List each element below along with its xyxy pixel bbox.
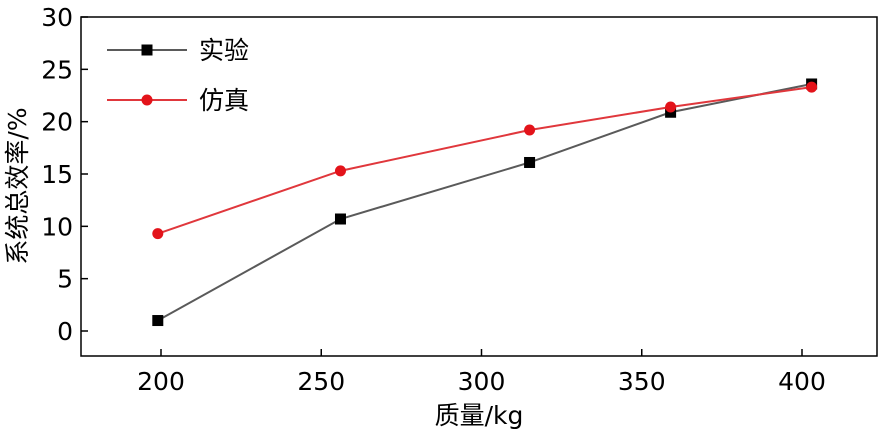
series-2-point [806, 81, 818, 93]
series-layer [152, 78, 818, 327]
plot-frame [80, 16, 878, 357]
series-line-1 [157, 83, 812, 322]
series-1-point [152, 315, 164, 327]
x-tick-label: 350 [618, 367, 666, 396]
y-tick-label: 30 [41, 3, 73, 32]
series-1-point [524, 156, 536, 168]
series-2-point [152, 228, 164, 240]
y-axis: 0 5 10 15 20 25 30 [41, 3, 88, 346]
legend-label-2: 仿真 [199, 86, 249, 115]
x-axis-title: 质量/kg [435, 401, 524, 430]
y-axis-title: 系统总效率/% [3, 107, 32, 264]
series-2-point [665, 101, 677, 113]
x-tick-label: 250 [297, 367, 345, 396]
y-tick-label: 0 [57, 317, 73, 346]
series-1-point [334, 213, 346, 225]
legend-marker-1 [141, 44, 153, 56]
x-axis: 200 250 300 350 400 [137, 349, 826, 396]
series-2-point [334, 165, 346, 177]
x-tick-label: 200 [137, 367, 185, 396]
legend-label-1: 实验 [199, 36, 249, 65]
y-tick-label: 10 [41, 212, 73, 241]
x-tick-label: 300 [458, 367, 506, 396]
legend-marker-2 [141, 94, 153, 106]
series-line-2 [157, 86, 812, 235]
y-tick-label: 5 [57, 265, 73, 294]
y-tick-label: 20 [41, 108, 73, 137]
y-tick-label: 15 [41, 160, 73, 189]
x-tick-label: 400 [778, 367, 826, 396]
series-2-point [524, 124, 536, 136]
y-tick-label: 25 [41, 55, 73, 84]
